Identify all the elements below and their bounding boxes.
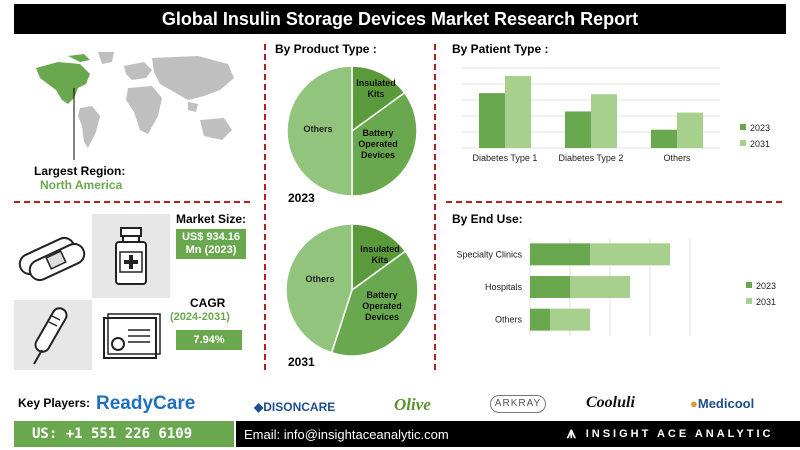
bandage-tile — [14, 226, 88, 286]
legend-label: 2031 — [750, 139, 770, 149]
pie-label: Insulated Kits — [356, 78, 396, 99]
pie-label: Others — [305, 274, 334, 284]
bar — [550, 308, 590, 331]
x-tick-label: Others — [663, 153, 691, 163]
footer-phone: US: +1 551 226 6109 — [14, 421, 234, 447]
pie-label: Others — [303, 124, 332, 134]
bar — [530, 276, 570, 298]
readycare-logo: ReadyCare — [96, 393, 196, 414]
pie-slice — [285, 223, 353, 354]
medicool-logo: ●Medicool — [690, 396, 755, 411]
pie-chart-2031: Insulated Kits Battery Operated Devices Other… — [285, 223, 419, 369]
bar — [651, 129, 677, 148]
footer-email: Email: info@insightaceanalytic.com — [244, 426, 449, 442]
pie-label: Battery Operated Devices — [362, 290, 402, 322]
bar — [570, 276, 630, 298]
world-map-icon — [36, 52, 234, 160]
arkray-logo: ARKRAY — [490, 395, 546, 413]
key-players-label: Key Players: — [18, 396, 91, 410]
bar — [505, 76, 531, 148]
market-size-label: Market Size: — [176, 212, 247, 226]
brand-logo-icon: ⩚ — [566, 425, 576, 442]
bar — [591, 94, 617, 148]
bar — [479, 93, 505, 148]
largest-region-label: Largest Region: — [34, 164, 126, 178]
largest-region-value: North America — [40, 178, 123, 192]
storage-case-icon — [103, 313, 161, 359]
footer-brand: INSIGHT ACE ANALYTIC — [585, 428, 774, 440]
medicool-logo-text: Medicool — [697, 396, 755, 411]
y-tick-label: Specialty Clinics — [456, 249, 522, 259]
x-tick-label: Diabetes Type 1 — [473, 153, 538, 163]
pie-label: Battery Operated Devices — [358, 128, 398, 160]
legend-swatch — [746, 298, 752, 304]
bandage-icon — [18, 236, 86, 282]
thermometer-tile — [14, 300, 92, 370]
pie-slice — [351, 91, 418, 197]
olive-logo: Olive — [394, 395, 431, 414]
insulin-vial-icon — [115, 227, 147, 285]
storage-case-tile — [96, 310, 168, 368]
y-tick-label: Hospitals — [485, 282, 523, 292]
bar — [590, 243, 670, 266]
pie-slice — [351, 65, 406, 133]
pie-label: Insulated Kits — [360, 244, 400, 265]
legend-swatch — [746, 282, 752, 288]
product-type-title: By Product Type : — [275, 42, 377, 56]
insulin-vial-tile — [92, 214, 170, 298]
thermometer-pen-icon — [33, 307, 68, 365]
cagr-value: 7.94% — [176, 330, 242, 350]
pie-year-label: 2031 — [288, 355, 315, 369]
disoncare-logo: ◆DISONCARE — [254, 400, 336, 414]
legend-swatch — [740, 124, 746, 130]
pie-chart-2023: Insulated Kits Battery Operated Devices Other… — [286, 65, 418, 205]
legend-label: 2023 — [756, 281, 776, 291]
legend-swatch — [740, 140, 746, 146]
bar — [677, 112, 703, 148]
x-tick-label: Diabetes Type 2 — [559, 153, 624, 163]
legend-label: 2023 — [750, 123, 770, 133]
divider-horizontal-right — [446, 201, 782, 203]
end-use-title: By End Use: — [452, 212, 523, 226]
end-use-bar-chart: Specialty Clinics Hospitals Others 2023 2031 — [456, 238, 776, 336]
footer-bar: Email: info@insightaceanalytic.com ⩚ INS… — [236, 421, 800, 447]
disoncare-logo-text: DISONCARE — [263, 400, 336, 414]
cooluli-logo: Cooluli — [586, 394, 635, 411]
patient-type-bar-chart: Diabetes Type 1 Diabetes Type 2 Others 2023… — [462, 67, 770, 163]
pie-slice — [351, 223, 407, 292]
market-size-value-line2: Mn (2023) — [185, 244, 237, 256]
cagr-label: CAGR — [190, 296, 226, 310]
divider-vertical-right — [434, 44, 436, 370]
pie-slice — [330, 250, 419, 357]
divider-vertical-left — [264, 44, 266, 370]
bar — [565, 111, 591, 148]
cagr-period: (2024-2031) — [170, 311, 230, 323]
legend-label: 2031 — [756, 297, 776, 307]
patient-type-title: By Patient Type : — [452, 42, 549, 56]
bar — [530, 243, 590, 266]
pie-year-label: 2023 — [288, 191, 315, 205]
pie-slice — [286, 65, 353, 197]
report-title: Global Insulin Storage Devices Market Re… — [14, 4, 786, 34]
divider-horizontal-left — [14, 201, 250, 203]
y-tick-label: Others — [495, 315, 523, 325]
market-size-value-box: US$ 934.16 Mn (2023) — [176, 229, 246, 259]
bar — [530, 308, 550, 331]
market-size-value-line1: US$ 934.16 — [181, 231, 241, 243]
